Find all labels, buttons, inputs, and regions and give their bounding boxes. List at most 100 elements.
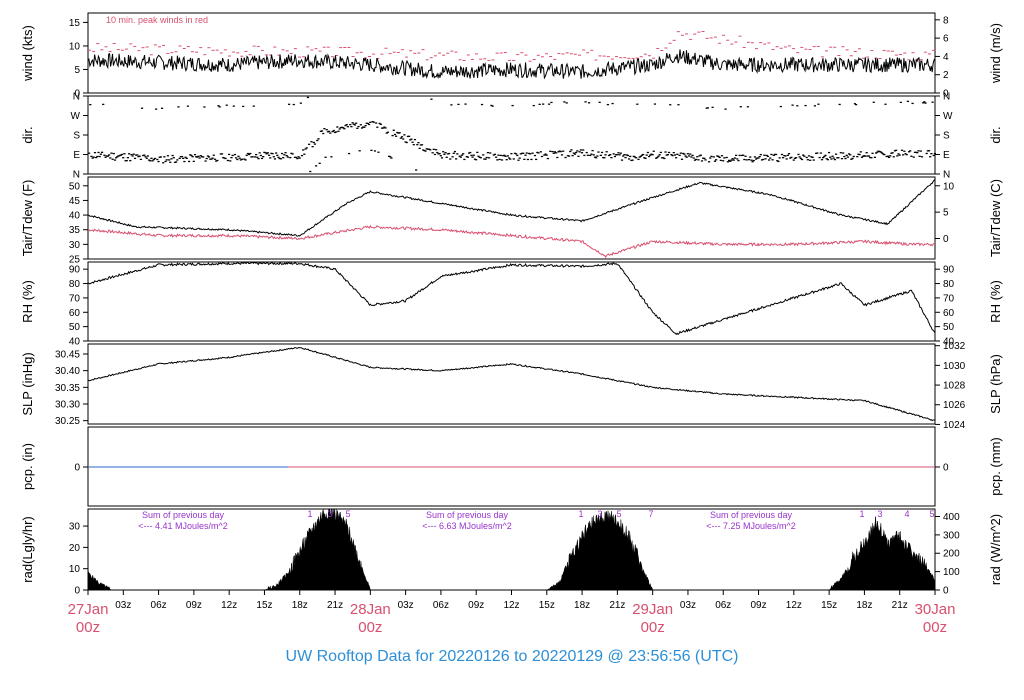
rad-hour-mark: 5 — [616, 509, 621, 519]
air-temp-line — [87, 178, 936, 237]
temp-ylabel-right: Tair/Tdew (C) — [988, 179, 1003, 257]
wind-ylabel-left: wind (kts) — [20, 25, 35, 82]
slp-left-tick-label: 30.35 — [55, 383, 80, 394]
x-hour-label: 18z — [856, 600, 872, 611]
dir-left-tick-label: N — [73, 92, 80, 103]
rh-left-tick-label: 50 — [69, 322, 81, 333]
rh-right-tick-label: 90 — [943, 265, 955, 276]
rad-ylabel-left: rad(Lgly/hr) — [20, 516, 35, 582]
slp-line — [87, 346, 936, 422]
rad-left-tick-label: 10 — [69, 564, 81, 575]
x-day-hour-label: 00z — [358, 619, 382, 636]
x-day-label: 27Jan — [68, 601, 109, 618]
x-day-label: 30Jan — [915, 601, 956, 618]
slp-left-tick-label: 30.45 — [55, 350, 80, 361]
rad-hour-mark: 1 — [859, 509, 864, 519]
chart-footer-title: UW Rooftop Data for 20220126 to 20220129… — [285, 648, 739, 665]
x-hour-label: 15z — [821, 600, 837, 611]
wind-left-tick-label: 5 — [74, 65, 80, 76]
wind-right-tick-label: 8 — [943, 15, 949, 26]
rh-right-tick-label: 70 — [943, 293, 955, 304]
pcp-left-tick-label: 0 — [74, 463, 80, 474]
rh-left-tick-label: 80 — [69, 279, 81, 290]
temp-left-tick-label: 35 — [69, 225, 81, 236]
x-hour-label: 21z — [892, 600, 908, 611]
x-day-label: 29Jan — [632, 601, 673, 618]
wind-panel-frame — [87, 12, 936, 94]
slp-right-tick-label: 1024 — [943, 420, 966, 431]
x-day-label: 28Jan — [350, 601, 391, 618]
x-hour-label: 12z — [786, 600, 802, 611]
wind-speed-line — [87, 49, 936, 80]
x-hour-label: 03z — [680, 600, 696, 611]
x-hour-label: 15z — [256, 600, 272, 611]
temp-left-tick-label: 50 — [69, 181, 81, 192]
rad-hour-mark: 4 — [904, 509, 909, 519]
rad-right-tick-label: 400 — [943, 512, 960, 523]
wind-left-tick-label: 0 — [74, 89, 80, 100]
slp-right-tick-label: 1030 — [943, 361, 966, 372]
rad-ylabel-right: rad (W/m^2) — [988, 514, 1003, 585]
x-hour-label: 12z — [221, 600, 237, 611]
rad-hour-mark: 7 — [648, 509, 653, 519]
rh-left-tick-label: 90 — [69, 265, 81, 276]
x-day-hour-label: 00z — [76, 619, 100, 636]
rad-left-tick-label: 0 — [74, 586, 80, 597]
dir-panel-frame — [87, 95, 936, 175]
slp-panel-frame — [87, 343, 936, 425]
slp-right-tick-label: 1028 — [943, 381, 966, 392]
dewpoint-line — [87, 224, 936, 259]
temp-left-tick-label: 25 — [69, 255, 81, 266]
temp-right-tick-label: 10 — [943, 181, 955, 192]
wind-right-tick-label: 2 — [943, 70, 949, 81]
rad-right-tick-label: 300 — [943, 530, 960, 541]
x-hour-label: 21z — [609, 600, 625, 611]
pcp-ylabel-right: pcp. (mm) — [988, 437, 1003, 496]
rad-day-sum-title: Sum of previous day — [142, 510, 225, 520]
slp-left-tick-label: 30.40 — [55, 366, 80, 377]
rh-ylabel-right: RH (%) — [988, 280, 1003, 323]
temp-right-tick-label: 0 — [943, 234, 949, 245]
rad-hour-mark: 3 — [597, 509, 602, 519]
dir-ylabel-right: dir. — [988, 126, 1003, 143]
temp-left-tick-label: 45 — [69, 196, 81, 207]
x-hour-label: 06z — [433, 600, 449, 611]
dir-left-tick-label: S — [73, 131, 80, 142]
rh-line — [87, 261, 936, 336]
wind-right-tick-label: 0 — [943, 89, 949, 100]
pcp-ylabel-left: pcp. (in) — [20, 443, 35, 490]
rh-right-tick-label: 80 — [943, 279, 955, 290]
x-hour-label: 15z — [539, 600, 555, 611]
x-hour-label: 09z — [468, 600, 484, 611]
x-hour-label: 06z — [151, 600, 167, 611]
temp-panel-frame — [87, 176, 936, 260]
x-hour-label: 09z — [186, 600, 202, 611]
rad-left-tick-label: 30 — [69, 522, 81, 533]
dir-ylabel-left: dir. — [20, 126, 35, 143]
rad-day-sum-title: Sum of previous day — [710, 510, 793, 520]
rh-right-tick-label: 60 — [943, 308, 955, 319]
x-hour-label: 03z — [398, 600, 414, 611]
x-day-hour-label: 00z — [641, 619, 665, 636]
rad-day-sum-title: Sum of previous day — [426, 510, 509, 520]
rh-right-tick-label: 50 — [943, 322, 955, 333]
temp-right-tick-label: 5 — [943, 208, 949, 219]
rad-day-sum-value: <--- 6.63 MJoules/m^2 — [422, 521, 512, 531]
dir-right-tick-label: N — [943, 92, 950, 103]
slp-left-tick-label: 30.30 — [55, 400, 80, 411]
x-day-hour-label: 00z — [923, 619, 947, 636]
rad-left-tick-label: 20 — [69, 543, 81, 554]
rad-hour-mark: 5 — [345, 509, 350, 519]
rad-right-tick-label: 100 — [943, 567, 960, 578]
x-hour-label: 12z — [503, 600, 519, 611]
slp-right-tick-label: 1026 — [943, 400, 966, 411]
dir-left-tick-label: N — [73, 170, 80, 181]
pcp-right-tick-label: 0 — [943, 463, 949, 474]
meteogram-chart: wind (kts) wind (m/s) dir. dir. Tair/Tdew (F… — [20, 12, 1003, 636]
x-hour-label: 21z — [327, 600, 343, 611]
x-hour-label: 09z — [750, 600, 766, 611]
rad-hour-mark: 5 — [929, 509, 934, 519]
dir-right-tick-label: W — [943, 111, 953, 122]
wind-left-tick-label: 15 — [69, 18, 81, 29]
